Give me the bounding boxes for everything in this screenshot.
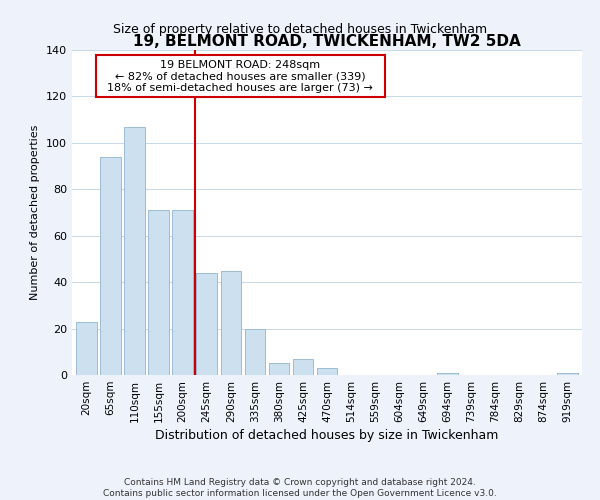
Bar [317, 368, 337, 375]
Bar [76, 322, 97, 375]
Bar [100, 157, 121, 375]
Bar [269, 364, 289, 375]
Bar [172, 210, 193, 375]
Bar [148, 210, 169, 375]
Bar [293, 359, 313, 375]
Text: 19 BELMONT ROAD: 248sqm  
  ← 82% of detached houses are smaller (339)  
  18% o: 19 BELMONT ROAD: 248sqm ← 82% of detache… [100, 60, 380, 93]
Bar [221, 270, 241, 375]
Bar [557, 372, 578, 375]
Bar [196, 273, 217, 375]
Bar [245, 328, 265, 375]
Title: 19, BELMONT ROAD, TWICKENHAM, TW2 5DA: 19, BELMONT ROAD, TWICKENHAM, TW2 5DA [133, 34, 521, 49]
Text: Size of property relative to detached houses in Twickenham: Size of property relative to detached ho… [113, 22, 487, 36]
Y-axis label: Number of detached properties: Number of detached properties [31, 125, 40, 300]
Bar [124, 126, 145, 375]
Bar [437, 372, 458, 375]
X-axis label: Distribution of detached houses by size in Twickenham: Distribution of detached houses by size … [155, 429, 499, 442]
Text: Contains HM Land Registry data © Crown copyright and database right 2024.
Contai: Contains HM Land Registry data © Crown c… [103, 478, 497, 498]
